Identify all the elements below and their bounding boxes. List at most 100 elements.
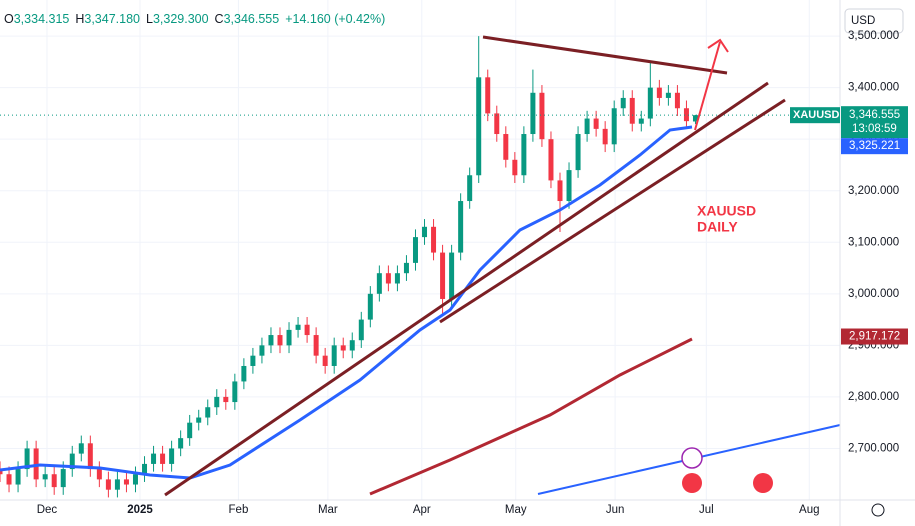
candle-body	[512, 159, 518, 176]
candle-body	[593, 118, 599, 129]
event-icon[interactable]	[681, 447, 703, 469]
ohlc-value: 3,334.315	[14, 12, 70, 26]
candle-body	[692, 115, 698, 122]
candle-body	[557, 180, 563, 202]
candle-body	[187, 422, 193, 439]
candles	[0, 36, 698, 498]
arrow-head	[707, 38, 729, 53]
candle-body	[647, 87, 653, 119]
y-tick-label: 3,500.000	[848, 30, 899, 42]
candle-body	[458, 201, 464, 253]
candle-body	[566, 170, 572, 202]
candle-body	[494, 113, 500, 135]
candle-body	[268, 335, 274, 346]
candle-body	[331, 345, 337, 366]
y-tick-label: 3,100.000	[848, 236, 899, 248]
x-tick-label: 2025	[127, 504, 153, 516]
x-tick-label: Dec	[37, 504, 58, 516]
x-tick-label: Aug	[799, 504, 819, 516]
candle-body	[349, 340, 355, 351]
candle-body	[295, 324, 301, 330]
candle-body	[611, 108, 617, 145]
candle-body	[160, 453, 166, 464]
candle-body	[539, 92, 545, 140]
indicator-label: 2,917.172	[849, 331, 900, 343]
candle-body	[620, 97, 626, 109]
candle-body	[286, 329, 292, 346]
candle-body	[132, 474, 138, 485]
candle-body	[96, 469, 102, 480]
ohlc-key: H	[75, 12, 84, 26]
candle-body	[241, 365, 247, 382]
arrow	[694, 41, 721, 131]
candle-body	[683, 108, 689, 122]
candle-body	[521, 134, 527, 176]
ohlc-key: O	[4, 12, 14, 26]
trend-line	[482, 35, 728, 75]
symbol-label: XAUUSD	[793, 109, 840, 121]
candle-body	[105, 479, 111, 490]
candle-body	[665, 92, 671, 98]
candle-body	[232, 381, 238, 403]
candle-body	[674, 92, 680, 109]
candle-body	[449, 252, 455, 299]
candle-body	[60, 469, 66, 488]
candle-body	[575, 134, 581, 171]
candle-body	[340, 345, 346, 351]
candle-body	[376, 273, 382, 294]
annotation: XAUUSD	[697, 203, 756, 219]
moving-average-200	[369, 337, 693, 496]
candle-body	[485, 77, 491, 114]
symbol-tag	[790, 107, 840, 124]
candle-body	[503, 134, 509, 160]
candle-body	[629, 97, 635, 124]
ohlc-value: 3,347.180	[84, 12, 140, 26]
indicator-tag	[841, 138, 908, 155]
event-icon[interactable]	[682, 473, 702, 493]
y-tick-label: 3,400.000	[848, 82, 899, 94]
indicator-tag	[841, 328, 908, 345]
trend-line	[439, 98, 786, 324]
settings-icon[interactable]	[871, 503, 885, 517]
candle-body	[123, 479, 129, 485]
change: +14.160 (+0.42%)	[285, 12, 385, 26]
candle-body	[69, 453, 75, 470]
candle-body	[638, 118, 644, 124]
candle-body	[250, 355, 256, 366]
currency-button[interactable]	[844, 8, 904, 34]
x-tick-label: May	[505, 504, 527, 516]
candle-body	[0, 469, 3, 475]
candle-body	[51, 474, 57, 488]
candle-body	[33, 448, 39, 480]
y-tick-label: 2,800.000	[848, 391, 899, 403]
candle-body	[304, 324, 310, 336]
currency[interactable]: USD	[851, 15, 875, 27]
countdown: 13:08:59	[852, 123, 897, 135]
candle-body	[223, 396, 229, 403]
candle-body	[440, 252, 446, 299]
candle-body	[169, 448, 175, 464]
y-tick-label: 2,700.000	[848, 442, 899, 454]
ohlc-value: 3,329.300	[153, 12, 209, 26]
candle-body	[78, 443, 84, 454]
ohlc-key: C	[215, 12, 224, 26]
candle-body	[584, 118, 590, 135]
candle-body	[358, 319, 364, 341]
candle-body	[656, 87, 662, 98]
candle-body	[196, 417, 202, 423]
candle-body	[403, 262, 409, 274]
candle-body	[42, 474, 48, 480]
candle-body	[87, 443, 93, 470]
candle-body	[385, 273, 391, 284]
ohlc-legend: O3,334.315 H3,347.180 L3,329.300 C3,346.555…	[4, 12, 385, 26]
candle-body	[277, 335, 283, 346]
candle-body	[422, 226, 428, 238]
candle-body	[313, 335, 319, 356]
indicator-label: 3,325.221	[849, 140, 900, 152]
last-price-tag	[841, 106, 908, 139]
event-icon[interactable]	[753, 473, 773, 493]
x-tick-label: Feb	[229, 504, 249, 516]
x-tick-label: Mar	[318, 504, 338, 516]
